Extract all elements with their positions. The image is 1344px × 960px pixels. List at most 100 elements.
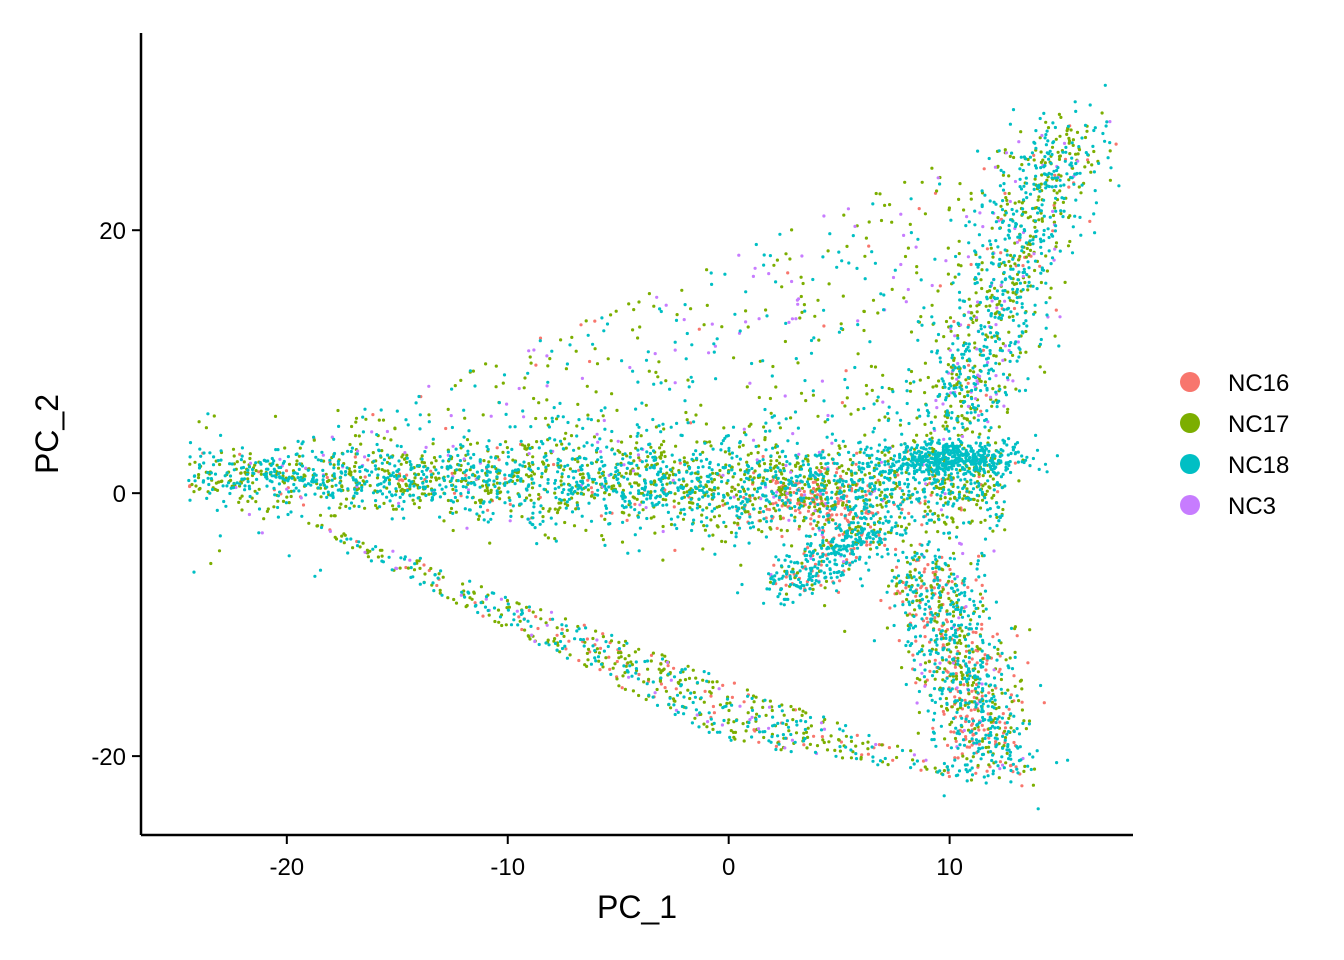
- point-nc18: [722, 493, 726, 497]
- point-nc16: [998, 760, 1003, 764]
- point-nc18: [909, 500, 914, 504]
- point-nc18: [422, 465, 426, 469]
- point-nc18: [679, 485, 683, 489]
- point-nc18: [616, 472, 621, 476]
- point-nc18: [789, 493, 793, 497]
- point-nc16: [757, 740, 761, 744]
- point-nc17: [615, 408, 619, 412]
- point-nc3: [517, 386, 521, 391]
- point-nc17: [257, 487, 261, 491]
- point-nc18: [679, 508, 683, 512]
- point-nc18: [274, 475, 278, 479]
- point-nc17: [560, 475, 564, 479]
- point-nc16: [843, 506, 847, 510]
- point-nc18: [935, 493, 939, 497]
- point-nc17: [578, 472, 582, 476]
- point-nc18: [747, 468, 751, 472]
- point-nc17: [856, 408, 860, 412]
- point-nc18: [296, 439, 300, 443]
- point-nc18: [351, 476, 355, 480]
- point-nc17: [1061, 200, 1065, 204]
- point-nc17: [1059, 115, 1063, 119]
- point-nc16: [984, 668, 988, 672]
- point-nc16: [772, 563, 776, 567]
- point-nc17: [454, 601, 459, 605]
- point-nc17: [1046, 126, 1051, 130]
- point-nc18: [910, 515, 914, 519]
- point-nc18: [424, 493, 428, 498]
- point-nc18: [865, 506, 869, 510]
- point-nc17: [856, 352, 860, 356]
- point-nc16: [555, 633, 559, 637]
- point-nc18: [983, 471, 987, 475]
- point-nc3: [1040, 133, 1044, 138]
- point-nc17: [1051, 213, 1056, 218]
- point-nc18: [232, 482, 236, 486]
- point-nc17: [815, 744, 820, 748]
- point-nc17: [930, 166, 934, 170]
- point-nc18: [544, 454, 548, 458]
- point-nc18: [363, 482, 367, 486]
- point-nc17: [597, 651, 602, 655]
- point-nc17: [937, 599, 941, 604]
- point-nc3: [549, 610, 554, 614]
- point-nc17: [629, 660, 633, 664]
- point-nc17: [597, 471, 601, 475]
- point-nc17: [455, 499, 459, 503]
- point-nc16: [1021, 264, 1025, 268]
- point-nc18: [550, 416, 554, 420]
- point-nc17: [544, 451, 548, 456]
- point-nc17: [637, 300, 641, 304]
- point-nc17: [784, 722, 788, 727]
- point-nc17: [913, 487, 917, 491]
- point-nc17: [641, 508, 645, 512]
- point-nc18: [677, 470, 681, 474]
- point-nc16: [840, 401, 845, 405]
- point-nc18: [357, 481, 362, 485]
- point-nc18: [600, 482, 604, 486]
- point-nc17: [991, 529, 995, 533]
- point-nc18: [404, 418, 408, 422]
- point-nc17: [1019, 130, 1023, 134]
- point-nc17: [862, 328, 866, 333]
- point-nc17: [636, 336, 640, 340]
- point-nc3: [904, 300, 908, 304]
- point-nc17: [931, 385, 935, 389]
- point-nc18: [730, 451, 735, 455]
- point-nc16: [1009, 693, 1014, 697]
- point-nc18: [907, 421, 911, 426]
- point-nc17: [354, 420, 358, 424]
- point-nc18: [799, 479, 803, 483]
- point-nc17: [895, 592, 899, 596]
- point-nc17: [843, 444, 847, 448]
- point-nc16: [798, 511, 802, 515]
- point-nc16: [588, 650, 592, 654]
- point-nc18: [626, 551, 630, 555]
- point-nc16: [820, 735, 825, 739]
- point-nc17: [956, 707, 960, 712]
- point-nc17: [568, 467, 573, 471]
- point-nc17: [404, 484, 409, 488]
- point-nc18: [412, 484, 416, 488]
- point-nc3: [953, 334, 957, 338]
- point-nc18: [328, 462, 332, 466]
- point-nc17: [833, 748, 837, 753]
- point-nc17: [801, 281, 805, 286]
- point-nc18: [698, 480, 702, 484]
- point-nc18: [566, 492, 570, 496]
- point-nc17: [935, 189, 939, 193]
- point-nc17: [1013, 684, 1017, 688]
- point-nc17: [862, 309, 866, 314]
- point-nc18: [688, 465, 692, 470]
- point-nc16: [1020, 784, 1024, 788]
- point-nc3: [408, 558, 412, 562]
- point-nc17: [461, 582, 465, 586]
- point-nc18: [952, 502, 956, 506]
- point-nc17: [1008, 298, 1013, 302]
- point-nc18: [608, 510, 612, 515]
- point-nc17: [902, 492, 906, 496]
- point-nc17: [194, 484, 198, 488]
- point-nc18: [208, 451, 212, 455]
- point-nc18: [761, 458, 765, 462]
- point-nc17: [504, 440, 508, 444]
